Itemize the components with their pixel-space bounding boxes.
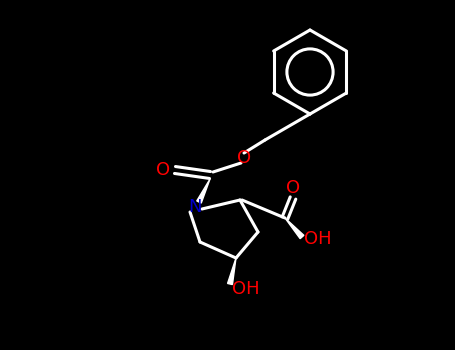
Text: O: O <box>237 149 251 167</box>
Text: O: O <box>156 161 170 179</box>
Text: OH: OH <box>232 280 260 298</box>
Text: OH: OH <box>304 230 332 248</box>
Polygon shape <box>285 218 304 239</box>
Polygon shape <box>197 179 210 203</box>
Text: N: N <box>188 198 202 216</box>
Text: O: O <box>286 179 300 197</box>
Polygon shape <box>228 258 236 285</box>
